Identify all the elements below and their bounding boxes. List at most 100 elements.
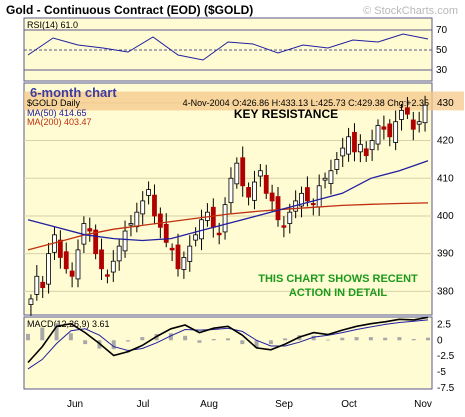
candle: [405, 97, 410, 120]
candle: [422, 95, 428, 132]
candle-body-up: [299, 192, 304, 207]
candle-body-down: [387, 123, 393, 138]
candle: [252, 170, 257, 210]
macd-histogram-bar: [26, 333, 30, 341]
price-tick-labels: 430 420 410 400 390 380: [437, 98, 454, 298]
macd-histogram-bar: [54, 323, 59, 341]
macd-histogram-bar: [68, 333, 73, 341]
month-nov: Nov: [414, 399, 432, 410]
note-line-2: ACTION IN DETAIL: [289, 287, 387, 299]
macd-panel: [23, 316, 433, 390]
candle: [387, 119, 393, 147]
ma200-line: [27, 202, 429, 251]
candle-body-down: [216, 232, 222, 236]
candle-body-up: [287, 211, 293, 224]
candle-body-down: [381, 126, 387, 130]
macd-histogram-bar: [283, 338, 288, 341]
macd-histogram-bar: [340, 337, 345, 341]
candle: [357, 134, 363, 163]
candle-body-up: [146, 189, 151, 196]
candle: [322, 172, 328, 189]
candle: [305, 176, 310, 207]
macd-tick-0: 0: [437, 335, 443, 346]
macd-histogram-bar: [40, 327, 45, 341]
rsi-tick-70: 70: [436, 25, 448, 36]
macd-tick-minus-5: -5: [437, 367, 446, 378]
price-tick-380: 380: [437, 286, 454, 297]
candle-body-up: [399, 109, 404, 120]
rsi-label: RSI(14) 61.0: [27, 20, 78, 30]
candle: [28, 294, 34, 316]
candle-body-up: [322, 177, 328, 181]
candle-body-up: [187, 245, 193, 262]
watermark: © StockCharts.com: [363, 5, 458, 17]
candle-body-up: [328, 170, 334, 184]
candle-body-up: [316, 185, 322, 208]
x-axis: Jun Jul Aug Sep Oct Nov: [67, 399, 432, 410]
candle: [57, 230, 63, 269]
candle-body-down: [269, 192, 275, 202]
symbol-label: $GOLD Daily: [27, 98, 81, 108]
candle-body-up: [375, 125, 381, 145]
macd-histogram-bar: [111, 340, 116, 350]
macd-tick-minus-7.5: -7.5: [437, 383, 455, 394]
candle-body-up: [193, 234, 199, 241]
candle-body-up: [75, 249, 81, 280]
candle: [34, 265, 40, 301]
candle: [328, 159, 334, 195]
candle: [181, 251, 187, 279]
candle-body-up: [257, 170, 263, 177]
candle-body-up: [234, 162, 240, 185]
price-panel: [23, 82, 433, 316]
rsi-tick-50: 50: [436, 45, 448, 56]
candle: [263, 164, 269, 199]
macd-histogram-bar: [397, 337, 402, 341]
candle-body-up: [134, 211, 140, 228]
quote-readout: 4-Nov-2004 O:426.86 H:433.13 L:425.73 C:…: [183, 98, 429, 108]
note-line-1: THIS CHART SHOWS RECENT: [258, 273, 418, 285]
candle-body-up: [393, 121, 399, 143]
price-tick-400: 400: [437, 211, 454, 222]
macd-line: [27, 316, 429, 364]
candle: [152, 184, 157, 225]
macd-tick-minus-2.5: -2.5: [437, 351, 455, 362]
candle: [46, 242, 51, 294]
candle: [93, 224, 99, 260]
rsi-reference-lines: [24, 29, 432, 71]
candle-body-up: [422, 104, 428, 124]
candle-body-down: [157, 213, 163, 228]
candle: [246, 182, 251, 206]
candle-body-down: [57, 239, 63, 258]
candle-body-up: [334, 159, 340, 170]
candle-body-down: [40, 281, 46, 289]
macd-histogram-bar: [211, 339, 216, 341]
candle: [375, 119, 381, 151]
macd-histogram-bar: [383, 337, 388, 341]
macd-histogram-bar: [168, 333, 173, 341]
candle: [381, 115, 387, 140]
macd-histogram-bar: [226, 338, 230, 341]
candle: [299, 186, 304, 218]
candle: [75, 239, 81, 288]
candle-body-up: [357, 143, 363, 153]
candle: [69, 262, 75, 288]
month-jul: Jul: [137, 399, 150, 410]
candle: [228, 167, 234, 214]
month-sep: Sep: [275, 399, 293, 410]
candle: [110, 250, 116, 282]
macd-histogram-bar: [254, 340, 259, 348]
candle-body-down: [63, 251, 69, 270]
candle-body-up: [110, 260, 116, 273]
macd-histogram-bar: [83, 340, 88, 345]
macd-histogram-bar: [368, 337, 373, 341]
candle: [363, 141, 369, 162]
candle: [193, 227, 199, 247]
candle-body-up: [346, 136, 351, 155]
candle: [140, 191, 146, 225]
candle: [275, 186, 281, 227]
candle-body-down: [105, 274, 110, 277]
candle-body-down: [305, 187, 310, 202]
month-aug: Aug: [200, 399, 218, 410]
key-resistance-band: [24, 91, 464, 111]
